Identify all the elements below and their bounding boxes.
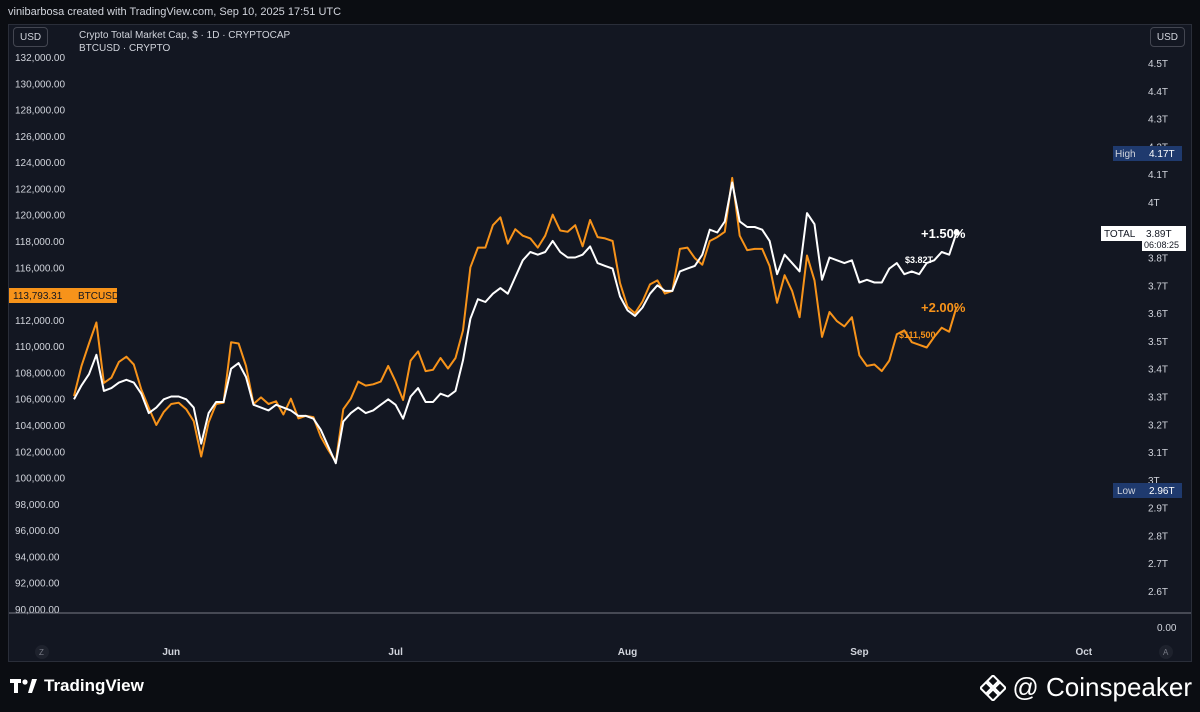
total-last-point-marker [953,229,960,236]
left-axis-tick-label: 92,000.00 [15,579,60,590]
right-axis-tick-label: 3.2T [1148,420,1168,431]
left-axis-tick-label: 122,000.00 [15,184,65,195]
header-credit: vinibarbosa created with TradingView.com… [8,6,342,18]
tradingview-brand[interactable]: TradingView [10,676,144,696]
left-axis-tick-label: 100,000.00 [15,474,65,485]
total-tag-label: TOTAL [1104,229,1136,240]
left-axis-tick-label: 108,000.00 [15,368,65,379]
left-axis-tick-label: 94,000.00 [15,552,60,563]
btcusd-series-line [73,176,958,463]
right-axis-tick-label: 3.8T [1148,254,1168,265]
btc-price-tag: 113,793.31 BTCUSD [9,288,119,303]
left-axis-tick-label: 126,000.00 [15,132,65,143]
btc-pct-change: +2.00% [921,300,966,315]
tradingview-brand-text: TradingView [44,676,144,695]
right-axis-tick-label: 2.7T [1148,559,1168,570]
coinspeaker-brand: @ Coinspeaker [980,672,1192,703]
right-axis-tick-label: 2.9T [1148,504,1168,515]
low-tag: Low 2.96T [1113,483,1182,498]
left-axis-tick-label: 116,000.00 [15,263,65,274]
right-axis-tick-label: 3T [1148,476,1160,487]
right-axis-tick-label: 4.4T [1148,87,1168,98]
series-group [73,176,960,465]
right-zero-label: 0.00 [1157,623,1177,634]
left-axis-tick-label: 124,000.00 [15,158,65,169]
high-value: 4.17T [1149,149,1175,160]
left-axis-tick-label: 102,000.00 [15,447,65,458]
x-axis-tick-label: Oct [1075,647,1092,658]
legend-line-1: Crypto Total Market Cap, $ · 1D · CRYPTO… [79,30,291,41]
z-button[interactable]: Z [35,645,49,659]
x-axis-tick-label: Aug [618,647,637,658]
a-button[interactable]: A [1159,645,1173,659]
total-end-annotation: $3.82T [905,255,934,265]
chart-svg: 132,000.00 130,000.00 128,000.00 126,000.00… [9,53,1191,659]
left-axis-tick-label: 96,000.00 [15,526,60,537]
right-axis-tick-label: 4.5T [1148,59,1168,70]
right-axis-tick-label: 3.5T [1148,337,1168,348]
right-axis-tick-label: 4T [1148,198,1160,209]
chart-panel[interactable]: 132,000.00 130,000.00 128,000.00 126,000.00… [8,24,1192,662]
coinspeaker-brand-text: @ Coinspeaker [1012,672,1192,702]
left-axis-tick-label: 128,000.00 [15,106,65,117]
right-axis: 4.5T4.4T4.3T4.2T4.1T4T3.9T3.8T3.7T3.6T3.… [1148,59,1168,598]
high-label: High [1115,149,1136,160]
total-tag-countdown: 06:08:25 [1144,240,1179,250]
right-axis-tick-label: 4.3T [1148,115,1168,126]
left-currency-button[interactable]: USD [13,27,49,47]
x-axis-tick-label: Jun [162,647,180,658]
right-axis-tick-label: 3.7T [1148,281,1168,292]
x-axis-tick-label: Jul [388,647,403,658]
high-tag: High 4.17T [1113,146,1182,161]
btc-price-tag-label: BTCUSD [78,291,119,302]
left-axis-tick-label: 132,000.00 [15,53,65,64]
diamond-logo-icon [980,674,1007,701]
x-axis-tick-label: Sep [850,647,868,658]
left-axis-tick-label: 120,000.00 [15,211,65,222]
right-currency-button[interactable]: USD [1149,27,1185,47]
btc-price-value: 113,793.31 [13,291,63,302]
left-axis-tick-label: 118,000.00 [15,237,65,248]
footer: TradingView @ Coinspeaker [0,664,1200,712]
low-value: 2.96T [1149,486,1175,497]
left-axis-tick-label: 106,000.00 [15,395,65,406]
left-axis-tick-label: 130,000.00 [15,79,65,90]
btc-end-annotation: $111,500 [899,330,936,340]
left-axis-tick-label: 98,000.00 [15,500,60,511]
right-axis-tick-label: 3.3T [1148,392,1168,403]
right-axis-tick-label: 3.4T [1148,365,1168,376]
left-axis-tick-label: 112,000.00 [15,316,65,327]
left-axis-tick-label: 104,000.00 [15,421,65,432]
tradingview-logo-icon [10,679,37,693]
chart-legend: Crypto Total Market Cap, $ · 1D · CRYPTO… [79,29,290,55]
right-axis-tick-label: 2.8T [1148,531,1168,542]
right-axis-tick-label: 4.1T [1148,170,1168,181]
legend-line-2: BTCUSD · CRYPTO [79,43,171,54]
right-axis-tick-label: 3.6T [1148,309,1168,320]
left-axis-tick-label: 90,000.00 [15,605,60,616]
total-series-line [73,181,958,465]
total-tag-value: 3.89T [1146,229,1172,240]
right-axis-tick-label: 3.1T [1148,448,1168,459]
total-pct-change: +1.50% [921,226,966,241]
left-axis: 132,000.00 130,000.00 128,000.00 126,000.00… [15,53,65,616]
a-button-label: A [1163,648,1169,657]
z-button-label: Z [39,648,44,657]
right-axis-tick-label: 2.6T [1148,587,1168,598]
low-label: Low [1117,486,1136,497]
left-axis-tick-label: 110,000.00 [15,342,65,353]
total-price-tag: TOTAL 3.89T 06:08:25 [1101,226,1186,251]
x-axis: Jun Jul Aug Sep Oct [162,647,1092,658]
